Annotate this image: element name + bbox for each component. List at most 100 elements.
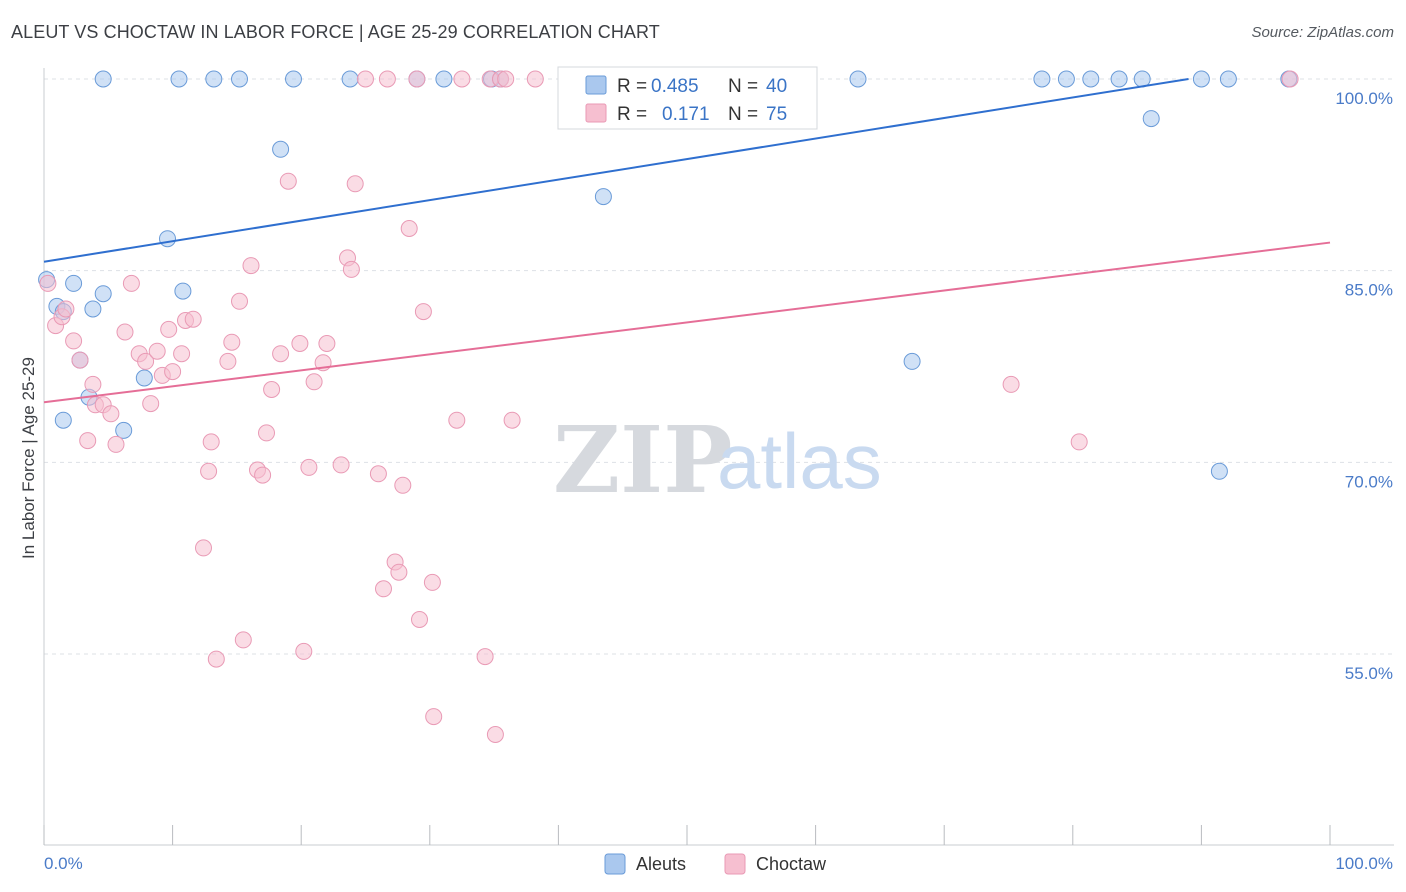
- choctaw-point-4: [65, 332, 83, 350]
- aleut-point-28: [849, 70, 867, 88]
- aleut-point-32: [1082, 70, 1100, 88]
- aleut-point-38: [1219, 70, 1237, 88]
- aleut-point-17: [272, 140, 290, 158]
- trend-lines: [43, 78, 1331, 404]
- choctaw-point-73: [1281, 70, 1299, 88]
- choctaw-point-70: [526, 70, 544, 88]
- choctaw-point-47: [342, 260, 360, 278]
- aleut-point-9: [94, 70, 112, 88]
- aleut-point-11: [135, 369, 153, 387]
- choctaw-point-54: [390, 563, 408, 581]
- bottom-legend-label-aleuts: Aleuts: [636, 854, 686, 874]
- choctaw-point-11: [107, 435, 125, 453]
- watermark-atlas: atlas: [717, 417, 882, 505]
- choctaw-point-58: [411, 611, 428, 628]
- legend-swatch-aleuts: [585, 75, 607, 95]
- choctaw-point-27: [207, 650, 225, 668]
- legend-r-value-aleuts: 0.485: [651, 76, 699, 97]
- watermark-zip: ZIP: [553, 406, 732, 514]
- choctaw-point-59: [414, 303, 432, 321]
- choctaw-point-41: [300, 458, 318, 476]
- choctaw-point-42: [305, 373, 323, 391]
- chart-title: ALEUT VS CHOCTAW IN LABOR FORCE | AGE 25…: [11, 22, 660, 42]
- choctaw-point-17: [148, 342, 166, 360]
- choctaw-point-5: [71, 351, 89, 369]
- choctaw-point-29: [223, 333, 241, 351]
- choctaw-point-60: [423, 573, 441, 591]
- choctaw-point-21: [173, 345, 191, 363]
- aleut-point-14: [174, 282, 192, 300]
- choctaw-point-23: [184, 310, 202, 328]
- aleut-point-10: [115, 421, 133, 439]
- choctaw-point-39: [291, 335, 309, 352]
- x-tick-label-0: 0.0%: [44, 854, 83, 873]
- choctaw-point-48: [346, 175, 364, 193]
- choctaw-point-72: [1070, 433, 1088, 451]
- choctaw-point-7: [84, 375, 102, 393]
- aleut-trend-line: [43, 78, 1189, 263]
- choctaw-point-32: [242, 257, 260, 275]
- bottom-legend-swatch-aleuts: [604, 853, 626, 875]
- choctaw-point-16: [142, 395, 160, 413]
- choctaw-point-26: [202, 433, 220, 451]
- aleut-point-18: [285, 70, 302, 88]
- aleut-point-16: [231, 70, 248, 88]
- y-tick-label-2: 85.0%: [1345, 281, 1393, 300]
- choctaw-point-0: [39, 274, 57, 292]
- choctaw-point-34: [254, 466, 272, 484]
- choctaw-point-3: [57, 300, 75, 318]
- choctaw-point-36: [263, 381, 281, 398]
- aleut-point-8: [94, 285, 112, 303]
- choctaw-point-68: [486, 726, 504, 743]
- choctaw-point-63: [453, 70, 471, 88]
- data-points: [38, 70, 1299, 743]
- legend-r-label-aleuts: R =: [617, 76, 647, 97]
- choctaw-point-64: [476, 648, 494, 666]
- tick-labels: 55.0% 70.0% 85.0% 100.0% 0.0% 100.0%: [44, 89, 1393, 873]
- aleut-point-3: [54, 411, 72, 429]
- axes: [43, 68, 1394, 846]
- aleut-point-7: [84, 300, 102, 318]
- aleut-point-33: [1110, 70, 1128, 88]
- choctaw-point-35: [258, 424, 275, 442]
- choctaw-point-45: [332, 456, 350, 474]
- aleut-point-35: [1142, 110, 1160, 128]
- aleut-point-13: [170, 70, 188, 88]
- source-credit: Source: ZipAtlas.com: [1251, 24, 1394, 41]
- choctaw-point-31: [234, 631, 252, 649]
- choctaw-point-28: [219, 352, 237, 370]
- choctaw-point-55: [394, 476, 412, 494]
- aleut-point-30: [1033, 70, 1051, 88]
- aleut-point-37: [1210, 462, 1228, 480]
- choctaw-point-61: [425, 708, 443, 726]
- bottom-legend-label-choctaw: Choctaw: [756, 854, 827, 874]
- choctaw-point-10: [102, 405, 120, 423]
- aleut-point-21: [435, 70, 453, 88]
- choctaw-point-13: [122, 274, 140, 292]
- choctaw-point-50: [369, 465, 387, 483]
- legend-n-label-aleuts: N =: [728, 76, 758, 97]
- choctaw-point-12: [116, 323, 134, 341]
- choctaw-point-30: [231, 292, 248, 310]
- choctaw-point-38: [279, 172, 297, 190]
- choctaw-point-52: [378, 70, 396, 88]
- choctaw-point-69: [503, 411, 521, 429]
- choctaw-point-51: [375, 580, 392, 598]
- y-axis-label: In Labor Force | Age 25-29: [19, 357, 38, 559]
- grid-lines: [44, 78, 1394, 655]
- choctaw-point-49: [357, 70, 374, 88]
- legend-n-value-aleuts: 40: [766, 76, 787, 97]
- choctaw-point-40: [295, 642, 313, 660]
- choctaw-point-25: [200, 462, 218, 480]
- stats-legend: R = 0.485 N = 40 R = 0.171 N = 75: [557, 66, 818, 130]
- choctaw-point-20: [164, 363, 182, 381]
- aleut-point-15: [205, 70, 223, 88]
- legend-n-value-choctaw: 75: [766, 104, 787, 125]
- choctaw-point-19: [160, 320, 178, 338]
- bottom-legend-swatch-choctaw: [724, 853, 746, 875]
- aleut-point-29: [903, 352, 921, 370]
- choctaw-point-24: [195, 539, 212, 557]
- legend-n-label-choctaw: N =: [728, 104, 758, 125]
- y-tick-label-3: 100.0%: [1335, 89, 1393, 108]
- y-tick-label-1: 70.0%: [1345, 472, 1393, 491]
